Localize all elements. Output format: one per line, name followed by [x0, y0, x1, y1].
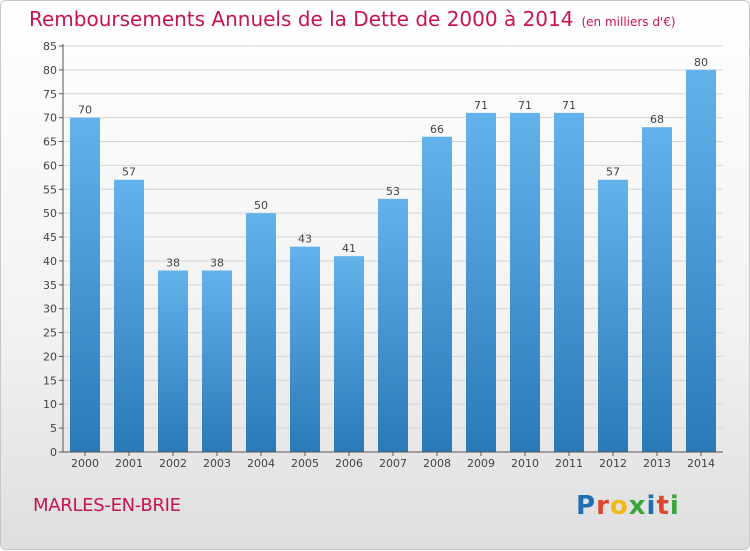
bar-value-label: 70	[78, 104, 92, 117]
x-tick-label: 2005	[291, 457, 319, 470]
y-tick-label: 30	[43, 303, 57, 316]
y-tick-label: 55	[43, 183, 57, 196]
bar-value-label: 71	[562, 99, 576, 112]
bar-2002	[158, 270, 188, 452]
y-tick-label: 70	[43, 112, 57, 125]
x-tick-label: 2011	[555, 457, 583, 470]
y-tick-label: 60	[43, 159, 57, 172]
x-tick-label: 2009	[467, 457, 495, 470]
bar-2005	[290, 246, 320, 452]
chart-subtitle: (en milliers d'€)	[581, 15, 676, 29]
x-tick-label: 2002	[159, 457, 187, 470]
x-tick-label: 2013	[643, 457, 671, 470]
x-tick-label: 2014	[687, 457, 715, 470]
logo-letter: x	[628, 491, 647, 521]
logo-letter: o	[609, 491, 629, 521]
bar-2009	[466, 112, 496, 452]
y-tick-label: 50	[43, 207, 57, 220]
bar-2003	[202, 270, 232, 452]
bar-value-label: 57	[122, 166, 136, 179]
bar-value-label: 43	[298, 233, 312, 246]
y-tick-label: 10	[43, 398, 57, 411]
y-tick-label: 25	[43, 327, 57, 340]
x-axis: 2000 2001 2002 2003 2004 2005 2006 2007 2008 2009…	[63, 451, 723, 470]
logo-letter: P	[576, 491, 597, 521]
y-tick-label: 0	[50, 446, 57, 459]
proxiti-logo: Proxiti	[576, 491, 680, 521]
x-tick-label: 2000	[71, 457, 99, 470]
x-tick-label: 2007	[379, 457, 407, 470]
bar-value-label: 50	[254, 199, 268, 212]
bar-value-label: 71	[474, 99, 488, 112]
bar-value-label: 38	[166, 256, 180, 269]
y-tick-label: 15	[43, 374, 57, 387]
x-tick-label: 2012	[599, 457, 627, 470]
bar-value-label: 41	[342, 242, 356, 255]
bar-2013	[642, 127, 672, 452]
y-tick-label: 5	[50, 422, 57, 435]
y-tick-label: 75	[43, 88, 57, 101]
bar-2008	[422, 136, 452, 453]
bar-2000	[70, 117, 100, 452]
logo-letter: r	[596, 491, 610, 521]
bar-value-label: 68	[650, 113, 664, 126]
x-tick-label: 2003	[203, 457, 231, 470]
bar-2012	[598, 179, 628, 452]
logo-letter: t	[656, 491, 670, 521]
y-tick-label: 40	[43, 255, 57, 268]
bar-2014	[686, 69, 716, 452]
x-tick-label: 2008	[423, 457, 451, 470]
bar-2007	[378, 198, 408, 452]
bar-2011	[554, 112, 584, 452]
y-axis: 0 5 10 15 20 25 30 35 40 45 50 55 60 65 70 75 80 85	[43, 40, 64, 459]
bar-2001	[114, 179, 144, 452]
bar-2004	[246, 213, 276, 452]
logo-letter: i	[669, 491, 680, 521]
x-tick-label: 2004	[247, 457, 275, 470]
y-tick-label: 80	[43, 64, 57, 77]
chart-title: Remboursements Annuels de la Dette de 20…	[29, 7, 676, 31]
bar-value-label: 71	[518, 99, 532, 112]
chart-title-text: Remboursements Annuels de la Dette de 20…	[29, 7, 574, 31]
town-name: MARLES-EN-BRIE	[33, 495, 181, 516]
bar-2010	[510, 112, 540, 452]
bar-value-label: 66	[430, 123, 444, 136]
y-tick-label: 20	[43, 350, 57, 363]
bar-value-label: 38	[210, 256, 224, 269]
bar-2006	[334, 256, 364, 452]
x-tick-label: 2010	[511, 457, 539, 470]
y-tick-label: 35	[43, 279, 57, 292]
bar-value-label: 80	[694, 56, 708, 69]
y-tick-label: 45	[43, 231, 57, 244]
bar-value-label: 57	[606, 166, 620, 179]
x-tick-label: 2006	[335, 457, 363, 470]
logo-letter: i	[646, 491, 657, 521]
y-tick-label: 65	[43, 136, 57, 149]
bar-value-label: 53	[386, 185, 400, 198]
x-tick-label: 2001	[115, 457, 143, 470]
y-tick-label: 85	[43, 40, 57, 53]
bars: 70 57 38 38 50 43 41 53 66 71 71 71 57 68 80	[70, 56, 716, 453]
